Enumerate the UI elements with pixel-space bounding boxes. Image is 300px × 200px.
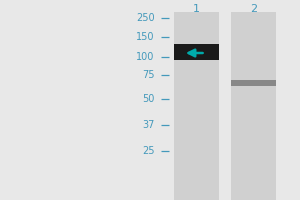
Text: 100: 100: [136, 52, 155, 62]
Bar: [174, 12, 219, 200]
Bar: [174, 44, 219, 60]
Text: 250: 250: [136, 13, 154, 23]
Text: 2: 2: [250, 4, 257, 14]
Bar: [231, 12, 276, 200]
Bar: [231, 80, 276, 86]
Text: 150: 150: [136, 32, 154, 42]
Text: 1: 1: [193, 4, 200, 14]
Text: 37: 37: [142, 120, 154, 130]
Text: 75: 75: [142, 70, 155, 80]
Text: 25: 25: [142, 146, 155, 156]
Text: 50: 50: [142, 94, 154, 104]
